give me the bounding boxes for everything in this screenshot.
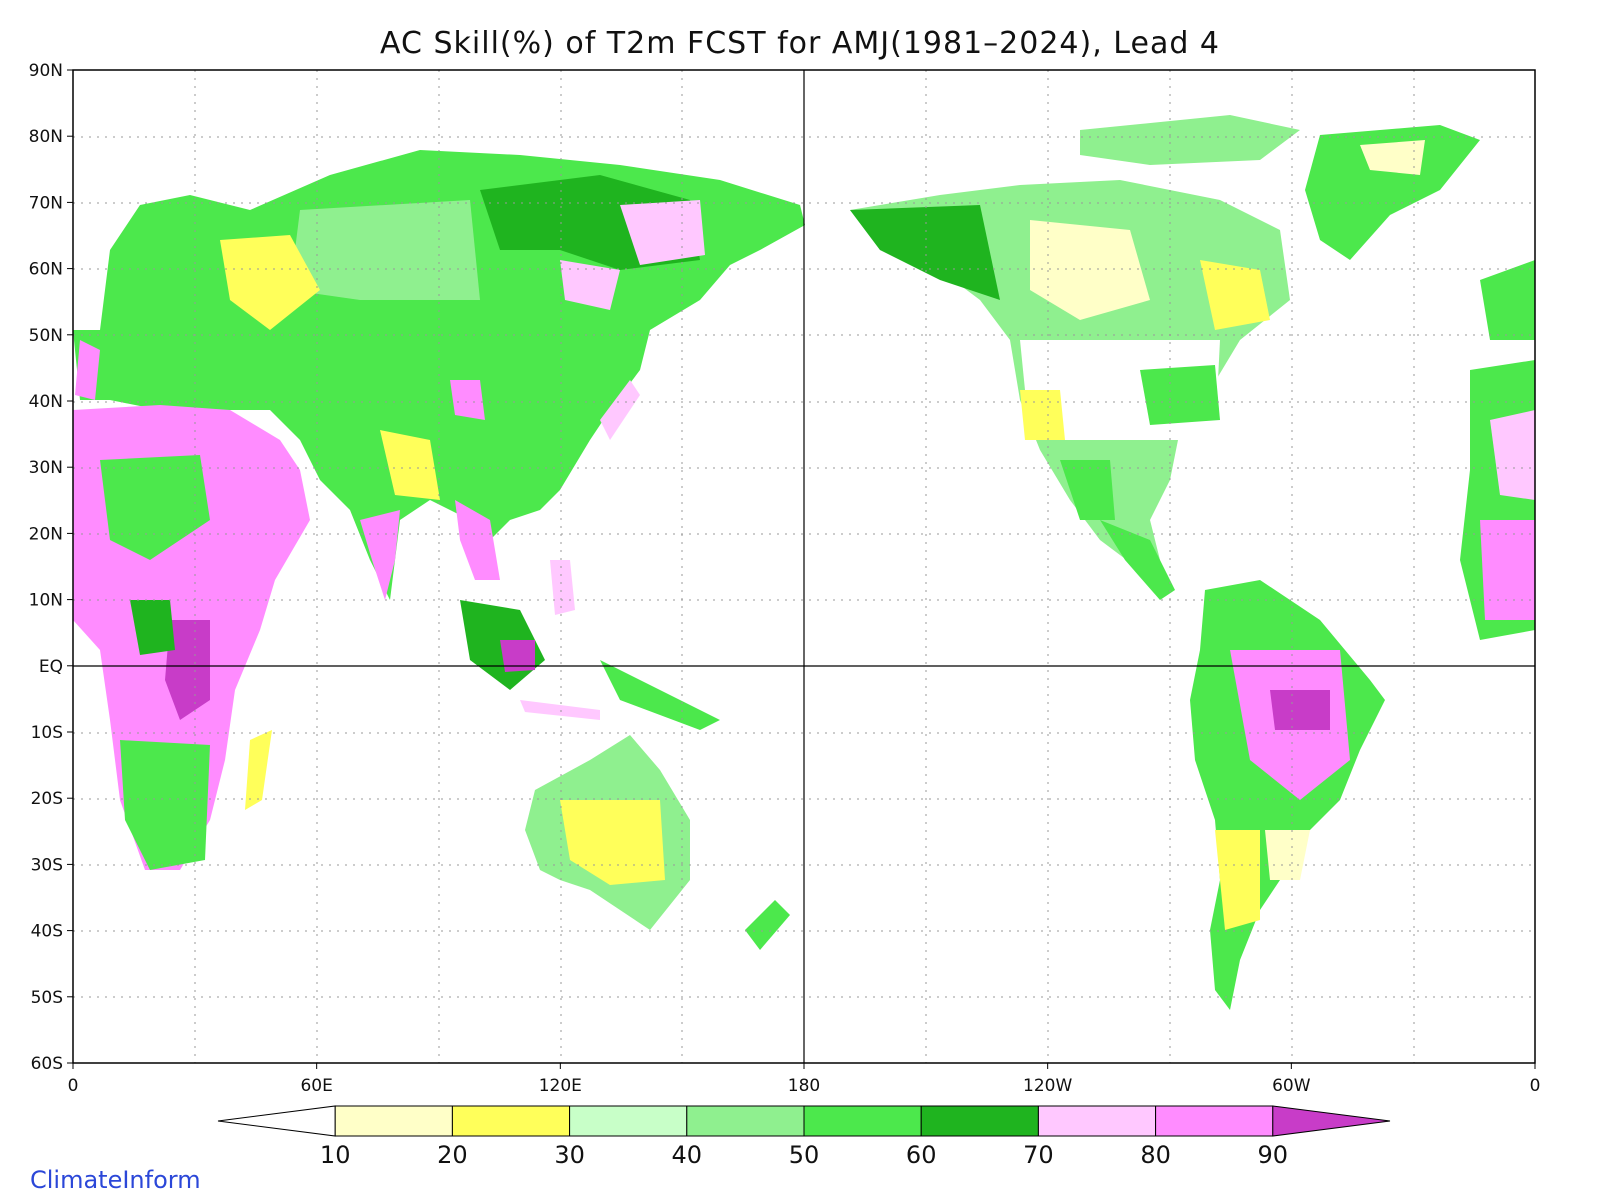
landmass-maritime-asia bbox=[460, 560, 720, 730]
lat-label: 40S bbox=[31, 922, 63, 942]
colorbar-swatch bbox=[451, 1105, 571, 1137]
lat-label: 20N bbox=[29, 524, 63, 544]
longitude-labels: 0 60E 120E 180 120W 60W 0 bbox=[68, 1076, 1541, 1096]
colorbar-swatch bbox=[1037, 1105, 1157, 1137]
landmass-africa bbox=[73, 405, 310, 870]
lat-label: 80N bbox=[29, 127, 63, 147]
colorbar-swatch bbox=[1272, 1105, 1391, 1137]
lon-label: 120E bbox=[539, 1076, 582, 1096]
colorbar-swatch bbox=[1155, 1105, 1274, 1137]
colorbar-label: 10 bbox=[320, 1141, 351, 1169]
lat-label: 30N bbox=[29, 458, 63, 478]
map-title: AC Skill(%) of T2m FCST for AMJ(1981–202… bbox=[380, 26, 1220, 61]
lon-label: 60W bbox=[1272, 1076, 1311, 1096]
colorbar-swatch bbox=[334, 1105, 453, 1137]
lat-label: 20S bbox=[31, 789, 63, 809]
colorbar-swatch bbox=[920, 1105, 1039, 1137]
colorbar-swatch bbox=[217, 1105, 336, 1137]
lat-label: 60N bbox=[29, 260, 63, 280]
landmass-central-america bbox=[1100, 520, 1175, 600]
lat-label: 50N bbox=[29, 326, 63, 346]
colorbar-label: 30 bbox=[554, 1141, 585, 1169]
gridlines bbox=[73, 70, 1535, 1063]
landmass-australia bbox=[525, 735, 790, 950]
colorbar-label: 80 bbox=[1140, 1141, 1171, 1169]
colorbar: 10 20 30 40 50 60 70 80 90 bbox=[217, 1105, 1391, 1169]
landmass-west-africa-edge bbox=[1460, 260, 1535, 640]
lon-label: 120W bbox=[1023, 1076, 1072, 1096]
landmass-north-america bbox=[850, 180, 1290, 570]
colorbar-label: 60 bbox=[906, 1141, 937, 1169]
lat-label: 40N bbox=[29, 392, 63, 412]
landmass-south-america bbox=[1190, 580, 1385, 1010]
lat-label: 30S bbox=[31, 855, 63, 875]
lon-label: 0 bbox=[68, 1076, 79, 1096]
colorbar-label: 50 bbox=[789, 1141, 820, 1169]
lat-label: 70N bbox=[29, 193, 63, 213]
lat-label: EQ bbox=[39, 657, 63, 677]
colorbar-label: 20 bbox=[437, 1141, 468, 1169]
colorbar-label: 70 bbox=[1023, 1141, 1054, 1169]
lat-label: 10S bbox=[31, 723, 63, 743]
colorbar-label: 90 bbox=[1258, 1141, 1289, 1169]
colorbar-swatch bbox=[686, 1105, 805, 1137]
credit-text: ClimateInform bbox=[30, 1166, 201, 1194]
latitude-labels: 90N 80N 70N 60N 50N 40N 30N 20N 10N EQ 10S 20S 30S 40… bbox=[29, 61, 63, 1074]
colorbar-label: 40 bbox=[672, 1141, 703, 1169]
lat-label: 90N bbox=[29, 61, 63, 81]
lat-label: 60S bbox=[31, 1054, 63, 1074]
landmass-greenland bbox=[1080, 115, 1480, 260]
landmass-japan bbox=[600, 380, 640, 440]
colorbar-swatch bbox=[569, 1105, 688, 1137]
lat-label: 50S bbox=[31, 988, 63, 1008]
lon-label: 180 bbox=[788, 1076, 820, 1096]
lat-label: 10N bbox=[29, 591, 63, 611]
lon-label: 0 bbox=[1530, 1076, 1541, 1096]
colorbar-swatch bbox=[803, 1105, 922, 1137]
axis-ticks bbox=[67, 69, 1536, 1069]
lon-label: 60E bbox=[300, 1076, 332, 1096]
